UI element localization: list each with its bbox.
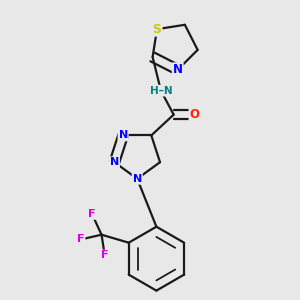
Text: F: F [77,235,85,244]
Text: N: N [110,157,119,167]
Text: N: N [173,63,183,76]
Text: F: F [88,209,96,219]
Text: N: N [118,130,128,140]
Text: F: F [101,250,109,260]
Text: O: O [190,108,200,121]
Text: N: N [133,174,142,184]
Text: H–N: H–N [150,86,172,96]
Text: S: S [152,23,161,36]
